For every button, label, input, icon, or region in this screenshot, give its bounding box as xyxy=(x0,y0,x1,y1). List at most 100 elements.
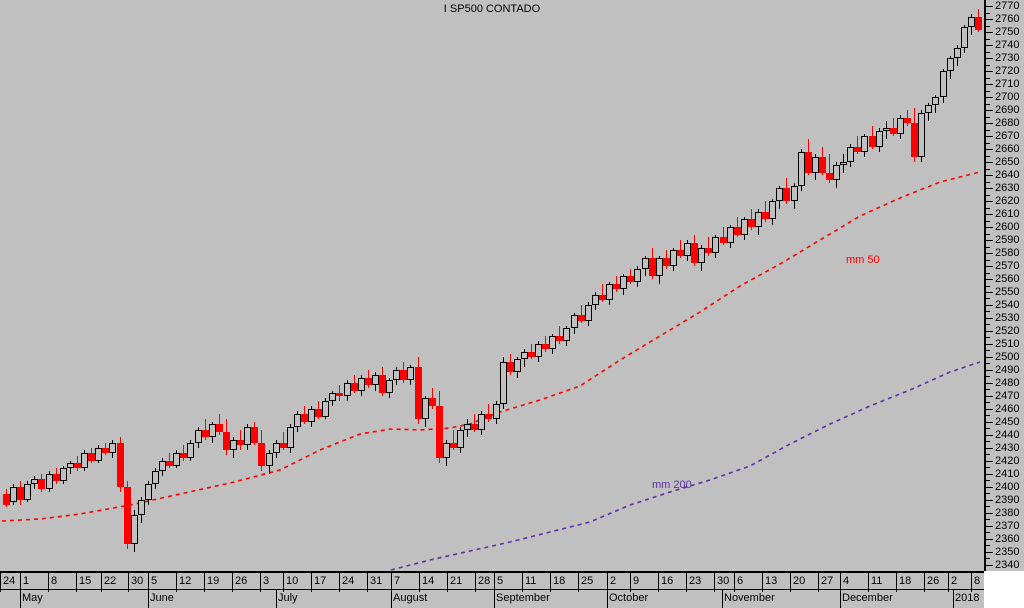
candle-body xyxy=(81,452,88,469)
price-axis-tick xyxy=(986,473,993,475)
month-separator xyxy=(607,590,608,608)
time-axis-separator xyxy=(339,573,340,592)
candle-body xyxy=(578,315,585,321)
candle-body xyxy=(344,382,351,396)
candle-body xyxy=(783,188,790,202)
candle-wick xyxy=(723,227,724,246)
price-axis-tick xyxy=(986,304,993,306)
price-axis-tick xyxy=(986,512,993,514)
chart-plot-area[interactable]: I SP500 CONTADO mm 50 mm 200 xyxy=(0,0,984,571)
candle-body xyxy=(748,219,755,228)
time-axis-day-label: 3 xyxy=(263,575,270,587)
price-axis-label: 2640 xyxy=(995,169,1020,182)
price-axis-tick xyxy=(986,45,993,47)
candle-body xyxy=(535,343,542,357)
price-axis-label: 2520 xyxy=(995,324,1020,337)
time-axis-day-label: 11 xyxy=(525,575,537,587)
time-axis-day-label: 30 xyxy=(717,575,730,587)
price-axis-tick xyxy=(986,6,993,8)
price-axis-label: 2380 xyxy=(995,506,1020,519)
price-axis-tick xyxy=(986,58,993,60)
time-axis-day-label: 21 xyxy=(450,575,463,587)
candle-wick xyxy=(283,432,284,451)
time-axis-separator xyxy=(311,573,312,592)
candle-body xyxy=(500,362,507,404)
time-axis-day-label: 27 xyxy=(821,575,834,587)
time-axis-separator xyxy=(260,573,261,592)
time-axis[interactable]: 24 1 8 15 22 30 5 12 19 26 3 10 17 24 31 7 14 21 28 5 11 18 25… xyxy=(0,571,984,608)
candle-body xyxy=(791,185,798,202)
time-axis-separator xyxy=(971,573,972,592)
price-axis-label: 2700 xyxy=(995,91,1020,104)
price-axis-tick xyxy=(986,291,993,293)
price-axis-label: 2620 xyxy=(995,195,1020,208)
time-axis-month-label: October xyxy=(609,592,649,604)
price-axis-tick xyxy=(986,538,993,540)
candle-body xyxy=(805,151,812,173)
candle-body xyxy=(152,471,159,485)
month-separator xyxy=(722,590,723,608)
candle-body xyxy=(400,369,407,381)
candle-body xyxy=(691,242,698,264)
month-separator xyxy=(494,590,495,608)
time-axis-separator xyxy=(762,573,763,592)
time-axis-year-label: 2018 xyxy=(955,592,980,604)
candle-body xyxy=(968,16,975,28)
candle-body xyxy=(812,157,819,173)
time-axis-separator xyxy=(367,573,368,592)
price-axis-label: 2400 xyxy=(995,480,1020,493)
price-axis-minor-tick xyxy=(986,207,990,209)
candle-body xyxy=(890,128,897,134)
price-axis-tick xyxy=(986,19,993,21)
time-axis-separator xyxy=(0,573,1,592)
candle-body xyxy=(493,403,500,420)
time-axis-month-label: December xyxy=(842,592,893,604)
price-axis[interactable]: 2770 2760 2750 2740 2730 2720 2710 2700 2690 2680… xyxy=(984,0,1024,571)
candle-body xyxy=(478,413,485,430)
candle-body xyxy=(329,393,336,401)
time-axis-separator xyxy=(204,573,205,592)
time-axis-separator xyxy=(840,573,841,592)
time-axis-separator xyxy=(630,573,631,592)
time-axis-separator xyxy=(176,573,177,592)
price-axis-label: 2590 xyxy=(995,234,1020,247)
candle-wick xyxy=(205,419,206,440)
price-axis-minor-tick xyxy=(986,129,990,131)
time-axis-separator xyxy=(283,573,284,592)
time-axis-month-label: June xyxy=(150,592,174,604)
candle-body xyxy=(514,359,521,373)
price-axis-label: 2360 xyxy=(995,532,1020,545)
price-axis-tick xyxy=(986,188,993,190)
candle-body xyxy=(117,442,124,487)
candle-body xyxy=(209,424,216,438)
price-axis-tick xyxy=(986,97,993,99)
price-axis-tick xyxy=(986,447,993,449)
price-axis-minor-tick xyxy=(986,233,990,235)
candle-body xyxy=(925,105,932,113)
month-separator xyxy=(148,590,149,608)
candle-body xyxy=(216,424,223,433)
candle-body xyxy=(95,447,102,461)
mm50-line xyxy=(1,171,981,522)
candle-body xyxy=(266,452,273,466)
time-axis-day-label: 6 xyxy=(737,575,744,587)
candle-body xyxy=(315,408,322,417)
candle-body xyxy=(897,118,904,134)
candle-body xyxy=(457,429,464,448)
price-axis-minor-tick xyxy=(986,558,990,560)
time-axis-day-label: 8 xyxy=(51,575,58,587)
price-axis-minor-tick xyxy=(986,116,990,118)
time-axis-month-label: September xyxy=(496,592,550,604)
price-axis-minor-tick xyxy=(986,168,990,170)
month-separator xyxy=(840,590,841,608)
price-axis-tick xyxy=(986,123,993,125)
candle-body xyxy=(393,369,400,381)
price-axis-tick xyxy=(986,253,993,255)
price-axis-label: 2440 xyxy=(995,428,1020,441)
price-axis-label: 2600 xyxy=(995,221,1020,234)
price-axis-label: 2680 xyxy=(995,117,1020,130)
candle-body xyxy=(308,408,315,422)
price-axis-label: 2630 xyxy=(995,182,1020,195)
price-axis-tick xyxy=(986,240,993,242)
time-axis-day-label: 25 xyxy=(581,575,594,587)
